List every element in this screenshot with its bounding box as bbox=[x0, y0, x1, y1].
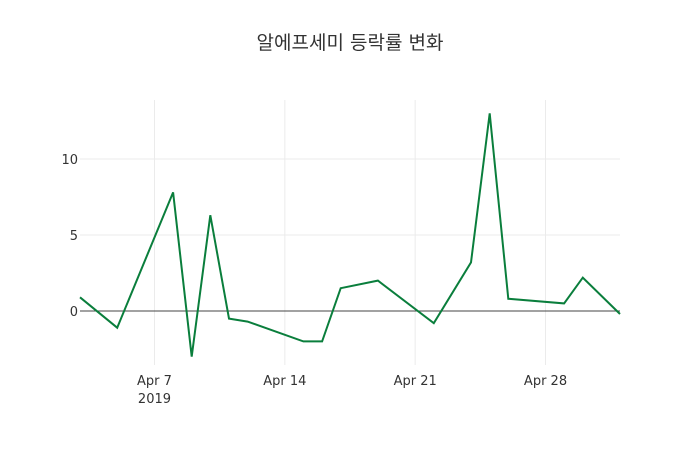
x-tick-label: Apr 21 bbox=[394, 374, 437, 389]
chart-title: 알에프세미 등락률 변화 bbox=[256, 32, 444, 54]
x-tick-label: Apr 14 bbox=[263, 374, 306, 389]
x-tick-label: Apr 28 bbox=[524, 374, 567, 389]
x-axis-ticks: Apr 7 2019 Apr 14 Apr 21 Apr 28 bbox=[137, 374, 567, 407]
y-axis-ticks: 0 5 10 bbox=[61, 153, 78, 320]
y-tick-label: 10 bbox=[61, 153, 78, 168]
y-tick-label: 0 bbox=[70, 305, 78, 320]
x-tick-label: Apr 7 bbox=[137, 374, 172, 389]
x-tick-year: 2019 bbox=[138, 392, 171, 407]
y-tick-label: 5 bbox=[70, 229, 78, 244]
series-line bbox=[79, 113, 621, 357]
gridlines bbox=[80, 100, 620, 365]
